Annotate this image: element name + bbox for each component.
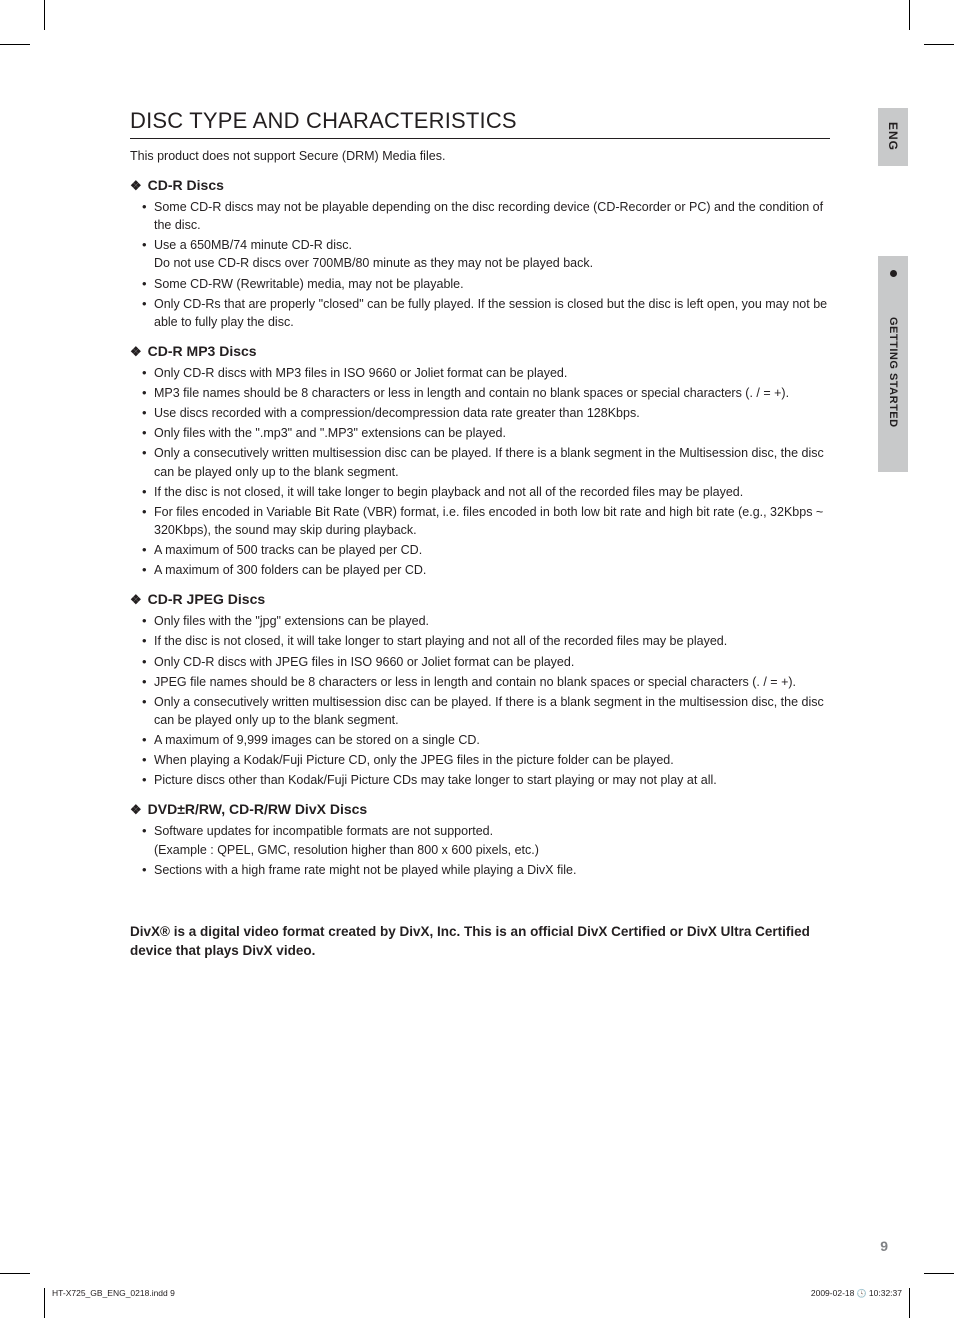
footer-time: 10:32:37 xyxy=(869,1288,902,1298)
list-item-line: Only a consecutively written multisessio… xyxy=(154,693,830,729)
list-item: When playing a Kodak/Fuji Picture CD, on… xyxy=(154,751,830,769)
bullet-icon xyxy=(890,270,897,277)
crop-mark xyxy=(44,1288,45,1318)
diamond-icon: ❖ xyxy=(130,592,142,607)
section-heading: ❖ CD-R JPEG Discs xyxy=(130,591,830,608)
list-item: A maximum of 500 tracks can be played pe… xyxy=(154,541,830,559)
list-item-line: (Example : QPEL, GMC, resolution higher … xyxy=(154,841,830,859)
list-item: Picture discs other than Kodak/Fuji Pict… xyxy=(154,771,830,789)
list-item: Only CD-R discs with MP3 files in ISO 96… xyxy=(154,364,830,382)
section-title: CD-R MP3 Discs xyxy=(148,343,257,359)
list-item: MP3 file names should be 8 characters or… xyxy=(154,384,830,402)
diamond-icon: ❖ xyxy=(130,344,142,359)
list-item: If the disc is not closed, it will take … xyxy=(154,483,830,501)
section: ❖ DVD±R/RW, CD-R/RW DivX Discs Software up… xyxy=(130,801,830,878)
bullet-list: Only CD-R discs with MP3 files in ISO 96… xyxy=(130,364,830,579)
list-item-line: Only a consecutively written multisessio… xyxy=(154,444,830,480)
list-item-line: Only CD-R discs with JPEG files in ISO 9… xyxy=(154,653,830,671)
list-item-line: Software updates for incompatible format… xyxy=(154,822,830,840)
crop-mark xyxy=(0,1273,30,1274)
list-item: Only CD-Rs that are properly "closed" ca… xyxy=(154,295,830,331)
section: ❖ CD-R JPEG Discs Only files with the "jpg… xyxy=(130,591,830,789)
list-item-line: A maximum of 9,999 images can be stored … xyxy=(154,731,830,749)
list-item-line: Only files with the "jpg" extensions can… xyxy=(154,612,830,630)
crop-mark xyxy=(909,1288,910,1318)
section-title: CD-R JPEG Discs xyxy=(148,591,265,607)
list-item-line: Only CD-R discs with MP3 files in ISO 96… xyxy=(154,364,830,382)
list-item: Use a 650MB/74 minute CD-R disc.Do not u… xyxy=(154,236,830,272)
diamond-icon: ❖ xyxy=(130,802,142,817)
list-item-line: Only CD-Rs that are properly "closed" ca… xyxy=(154,295,830,331)
list-item-line: If the disc is not closed, it will take … xyxy=(154,483,830,501)
section-tab: GETTING STARTED xyxy=(878,256,908,472)
crop-mark xyxy=(909,0,910,30)
section: ❖ CD-R Discs Some CD-R discs may not be pl… xyxy=(130,177,830,331)
list-item-line: Sections with a high frame rate might no… xyxy=(154,861,830,879)
content-area: DISC TYPE AND CHARACTERISTICS This produ… xyxy=(130,108,830,961)
list-item-line: Use discs recorded with a compression/de… xyxy=(154,404,830,422)
bullet-list: Some CD-R discs may not be playable depe… xyxy=(130,198,830,331)
list-item: Only a consecutively written multisessio… xyxy=(154,693,830,729)
section-heading: ❖ CD-R Discs xyxy=(130,177,830,194)
language-tab-label: ENG xyxy=(886,122,900,151)
list-item-line: Picture discs other than Kodak/Fuji Pict… xyxy=(154,771,830,789)
section-title: DVD±R/RW, CD-R/RW DivX Discs xyxy=(148,801,368,817)
divx-note: DivX® is a digital video format created … xyxy=(130,923,830,961)
page-number: 9 xyxy=(880,1238,888,1254)
list-item: Only a consecutively written multisessio… xyxy=(154,444,830,480)
clock-icon: 🕓 xyxy=(857,1289,869,1298)
list-item-line: If the disc is not closed, it will take … xyxy=(154,632,830,650)
intro-text: This product does not support Secure (DR… xyxy=(130,149,830,163)
section-tab-label: GETTING STARTED xyxy=(887,317,899,428)
list-item: Some CD-RW (Rewritable) media, may not b… xyxy=(154,275,830,293)
list-item-line: Only files with the ".mp3" and ".MP3" ex… xyxy=(154,424,830,442)
manual-page: ENG GETTING STARTED DISC TYPE AND CHARAC… xyxy=(0,0,954,1318)
list-item-line: Some CD-R discs may not be playable depe… xyxy=(154,198,830,234)
crop-mark xyxy=(44,0,45,30)
list-item: Only files with the ".mp3" and ".MP3" ex… xyxy=(154,424,830,442)
section: ❖ CD-R MP3 Discs Only CD-R discs with MP3 … xyxy=(130,343,830,579)
list-item: Software updates for incompatible format… xyxy=(154,822,830,858)
list-item: Only CD-R discs with JPEG files in ISO 9… xyxy=(154,653,830,671)
footer-filename: HT-X725_GB_ENG_0218.indd 9 xyxy=(52,1288,175,1298)
list-item: Only files with the "jpg" extensions can… xyxy=(154,612,830,630)
bullet-list: Software updates for incompatible format… xyxy=(130,822,830,878)
list-item-line: JPEG file names should be 8 characters o… xyxy=(154,673,830,691)
crop-mark xyxy=(924,1273,954,1274)
list-item: A maximum of 300 folders can be played p… xyxy=(154,561,830,579)
list-item: A maximum of 9,999 images can be stored … xyxy=(154,731,830,749)
list-item: JPEG file names should be 8 characters o… xyxy=(154,673,830,691)
list-item: Sections with a high frame rate might no… xyxy=(154,861,830,879)
section-title: CD-R Discs xyxy=(148,177,224,193)
list-item: Use discs recorded with a compression/de… xyxy=(154,404,830,422)
sections-container: ❖ CD-R Discs Some CD-R discs may not be pl… xyxy=(130,177,830,879)
list-item-line: Do not use CD-R discs over 700MB/80 minu… xyxy=(154,254,830,272)
list-item-line: A maximum of 300 folders can be played p… xyxy=(154,561,830,579)
diamond-icon: ❖ xyxy=(130,178,142,193)
list-item: For files encoded in Variable Bit Rate (… xyxy=(154,503,830,539)
list-item: Some CD-R discs may not be playable depe… xyxy=(154,198,830,234)
page-title: DISC TYPE AND CHARACTERISTICS xyxy=(130,108,830,139)
section-heading: ❖ DVD±R/RW, CD-R/RW DivX Discs xyxy=(130,801,830,818)
list-item-line: MP3 file names should be 8 characters or… xyxy=(154,384,830,402)
footer-timestamp: 2009-02-18 🕓 10:32:37 xyxy=(811,1288,902,1298)
section-heading: ❖ CD-R MP3 Discs xyxy=(130,343,830,360)
list-item-line: For files encoded in Variable Bit Rate (… xyxy=(154,503,830,539)
list-item-line: A maximum of 500 tracks can be played pe… xyxy=(154,541,830,559)
list-item-line: Some CD-RW (Rewritable) media, may not b… xyxy=(154,275,830,293)
footer-date: 2009-02-18 xyxy=(811,1288,857,1298)
list-item: If the disc is not closed, it will take … xyxy=(154,632,830,650)
list-item-line: Use a 650MB/74 minute CD-R disc. xyxy=(154,236,830,254)
bullet-list: Only files with the "jpg" extensions can… xyxy=(130,612,830,789)
list-item-line: When playing a Kodak/Fuji Picture CD, on… xyxy=(154,751,830,769)
language-tab: ENG xyxy=(878,108,908,166)
crop-mark xyxy=(0,44,30,45)
crop-mark xyxy=(924,44,954,45)
